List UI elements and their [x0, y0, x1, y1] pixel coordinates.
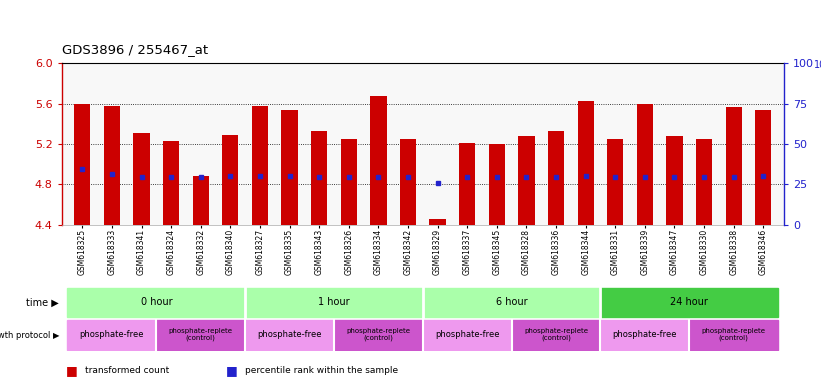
- Text: phosphate-replete
(control): phosphate-replete (control): [169, 328, 232, 341]
- Bar: [488, 144, 505, 225]
- Bar: [696, 139, 713, 225]
- Bar: [252, 106, 268, 225]
- Bar: [511, 320, 600, 350]
- Bar: [608, 139, 623, 225]
- Bar: [459, 143, 475, 225]
- Text: 24 hour: 24 hour: [671, 297, 709, 307]
- Bar: [245, 288, 423, 317]
- Bar: [518, 136, 534, 225]
- Bar: [311, 131, 328, 225]
- Bar: [103, 106, 120, 225]
- Bar: [667, 136, 682, 225]
- Text: phosphate-free: phosphate-free: [257, 330, 322, 339]
- Bar: [334, 320, 423, 350]
- Text: phosphate-free: phosphate-free: [80, 330, 144, 339]
- Text: 6 hour: 6 hour: [496, 297, 527, 307]
- Text: time ▶: time ▶: [26, 297, 59, 308]
- Bar: [163, 141, 179, 225]
- Text: ■: ■: [226, 364, 237, 377]
- Bar: [726, 107, 742, 225]
- Bar: [67, 320, 156, 350]
- Text: phosphate-replete
(control): phosphate-replete (control): [346, 328, 410, 341]
- Bar: [600, 288, 778, 317]
- Bar: [133, 133, 149, 225]
- Text: percentile rank within the sample: percentile rank within the sample: [245, 366, 398, 374]
- Bar: [577, 101, 594, 225]
- Bar: [341, 139, 357, 225]
- Text: ■: ■: [66, 364, 77, 377]
- Y-axis label: 100%: 100%: [814, 60, 821, 70]
- Text: 1 hour: 1 hour: [319, 297, 350, 307]
- Text: GDS3896 / 255467_at: GDS3896 / 255467_at: [62, 43, 208, 56]
- Text: transformed count: transformed count: [85, 366, 169, 374]
- Bar: [193, 176, 209, 225]
- Bar: [548, 131, 564, 225]
- Bar: [245, 320, 334, 350]
- Bar: [690, 320, 778, 350]
- Bar: [156, 320, 245, 350]
- Bar: [282, 110, 298, 225]
- Text: phosphate-free: phosphate-free: [612, 330, 677, 339]
- Bar: [74, 104, 90, 225]
- Text: growth protocol ▶: growth protocol ▶: [0, 331, 59, 339]
- Bar: [370, 96, 387, 225]
- Bar: [637, 104, 653, 225]
- Text: phosphate-replete
(control): phosphate-replete (control): [702, 328, 766, 341]
- Bar: [400, 139, 416, 225]
- Bar: [600, 320, 690, 350]
- Text: phosphate-replete
(control): phosphate-replete (control): [524, 328, 588, 341]
- Bar: [755, 110, 772, 225]
- Bar: [423, 288, 600, 317]
- Bar: [429, 218, 446, 225]
- Bar: [222, 135, 238, 225]
- Bar: [67, 288, 245, 317]
- Bar: [423, 320, 511, 350]
- Text: phosphate-free: phosphate-free: [435, 330, 499, 339]
- Text: 0 hour: 0 hour: [140, 297, 172, 307]
